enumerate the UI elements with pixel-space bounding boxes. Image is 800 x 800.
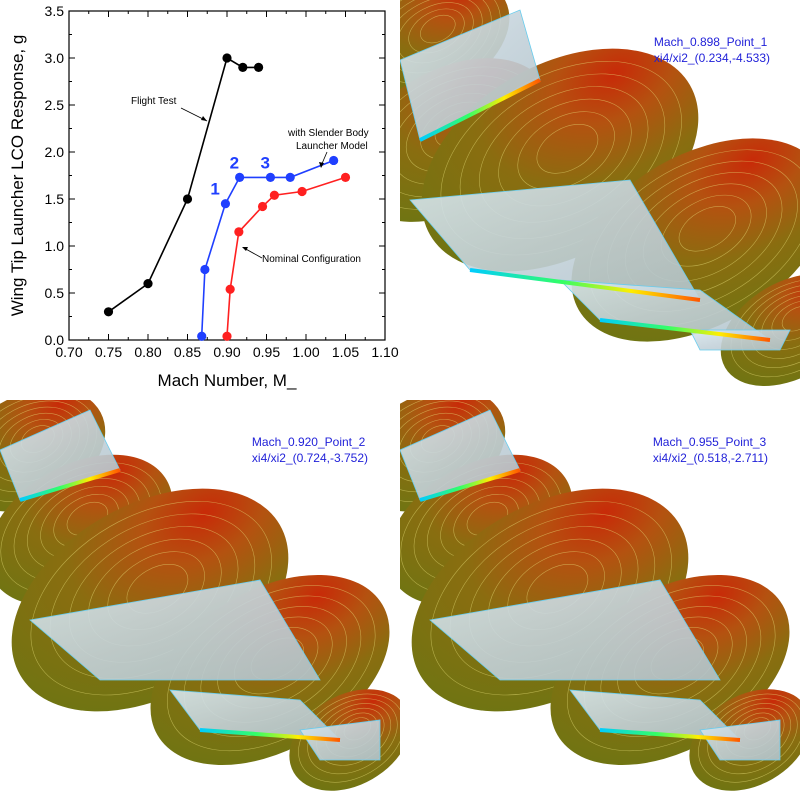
x-axis-label: Mach Number, M_ — [158, 371, 297, 390]
data-point — [297, 186, 307, 197]
lco-response-chart: 0.70 0.75 0.80 0.85 0.90 0.95 1.00 1.05 1.10 0.0 0… — [0, 0, 400, 400]
leading-edge-highlight — [419, 468, 521, 502]
x-tick-label: 0.95 — [253, 344, 280, 360]
y-tick-label: 2.0 — [45, 144, 65, 160]
contour-line — [517, 111, 615, 190]
data-point — [269, 190, 279, 200]
flow-visualization-point-1: Mach_0.898_Point_1 xi4/xi2_(0.234,-4.533… — [400, 0, 800, 400]
panel-caption: Mach_0.920_Point_2 xi4/xi2_(0.724,-3.752… — [252, 434, 368, 466]
y-tick-label: 3.0 — [45, 50, 65, 66]
x-tick-label: 0.85 — [174, 344, 201, 360]
annotation-arrowhead — [201, 116, 207, 121]
data-point — [143, 279, 153, 289]
annotation-nominal: Nominal Configuration — [262, 254, 361, 265]
contour-line — [420, 14, 456, 44]
data-point — [222, 53, 232, 63]
annotation-arrowhead — [242, 247, 248, 251]
x-tick-label: 1.00 — [292, 344, 319, 360]
data-point — [182, 194, 193, 204]
leading-edge-highlight — [469, 268, 701, 302]
data-point — [197, 331, 207, 341]
y-tick-label: 1.5 — [45, 191, 65, 207]
data-point — [235, 172, 245, 182]
x-tick-label: 0.80 — [134, 344, 161, 360]
point-number-label: 2 — [230, 153, 239, 172]
annotation-leader — [243, 247, 263, 259]
y-tick-label: 2.5 — [45, 97, 65, 113]
contour-line — [730, 279, 800, 378]
chart-svg: 0.70 0.75 0.80 0.85 0.90 0.95 1.00 1.05 1.10 0.0 0… — [8, 3, 399, 390]
wing-surface-render — [0, 400, 400, 791]
point-number-label: 3 — [260, 153, 269, 172]
data-point — [234, 227, 244, 237]
data-point — [200, 264, 210, 275]
render-group — [400, 0, 800, 386]
panel-xi-label: xi4/xi2_(0.234,-4.533) — [653, 51, 770, 65]
leading-edge-highlight — [199, 728, 341, 742]
y-tick-label: 0.5 — [45, 285, 65, 301]
leading-edge-highlight — [599, 318, 771, 342]
y-tick-label: 1.0 — [45, 238, 65, 254]
leading-edge-highlight — [599, 728, 741, 742]
x-tick-label: 0.70 — [55, 344, 82, 360]
data-point — [238, 62, 248, 72]
data-point — [340, 172, 351, 182]
leading-edge-highlight — [19, 468, 121, 502]
data-point — [225, 284, 235, 294]
contour-line — [678, 206, 736, 252]
data-point — [220, 199, 231, 209]
panel-mach-label: Mach_0.898_Point_1 — [653, 35, 768, 49]
contour-line — [781, 306, 800, 332]
contour-line — [740, 284, 800, 368]
x-tick-label: 0.90 — [213, 344, 240, 360]
annotation-slender-body: Launcher Model — [296, 141, 368, 152]
flow-visualization-point-2: Mach_0.920_Point_2 xi4/xi2_(0.724,-3.752… — [0, 400, 400, 800]
wing-surface-render — [400, 0, 800, 386]
data-point — [103, 307, 114, 317]
panel-mach-label: Mach_0.920_Point_2 — [251, 435, 366, 449]
panel-xi-label: xi4/xi2_(0.518,-2.711) — [652, 451, 768, 465]
contour-line — [536, 124, 599, 174]
y-axis-label: Wing Tip Launcher LCO Response, g — [8, 35, 27, 317]
annotation-slender-body: with Slender Body — [287, 128, 369, 139]
x-tick-label: 0.75 — [95, 344, 122, 360]
contour-line — [707, 698, 798, 775]
annotation-arrowhead — [319, 162, 324, 168]
render-group — [400, 400, 800, 791]
x-tick-label: 1.05 — [332, 344, 359, 360]
data-point — [265, 172, 276, 182]
panel-mach-label: Mach_0.955_Point_3 — [652, 435, 767, 449]
data-point — [329, 155, 339, 166]
contour-line — [307, 698, 398, 775]
y-tick-label: 0.0 — [45, 332, 65, 348]
y-tick-label: 3.5 — [45, 3, 65, 19]
data-point — [285, 172, 295, 182]
data-point — [257, 201, 268, 212]
contour-line — [698, 693, 800, 783]
render-group — [0, 400, 400, 791]
point-number-label: 1 — [210, 180, 219, 199]
contour-line — [298, 693, 400, 783]
leading-edge-highlight — [419, 78, 541, 142]
panel-xi-label: xi4/xi2_(0.724,-3.752) — [251, 451, 368, 465]
panel-caption: Mach_0.898_Point_1 xi4/xi2_(0.234,-4.533… — [654, 34, 770, 66]
data-point — [254, 62, 264, 72]
annotation-flight-test: Flight Test — [131, 96, 177, 107]
flow-visualization-point-3: Mach_0.955_Point_3 xi4/xi2_(0.518,-2.711… — [400, 400, 800, 800]
panel-caption: Mach_0.955_Point_3 xi4/xi2_(0.518,-2.711… — [653, 434, 768, 466]
wing-surface-render — [400, 400, 800, 791]
x-tick-label: 1.10 — [371, 344, 398, 360]
data-point — [222, 331, 232, 341]
